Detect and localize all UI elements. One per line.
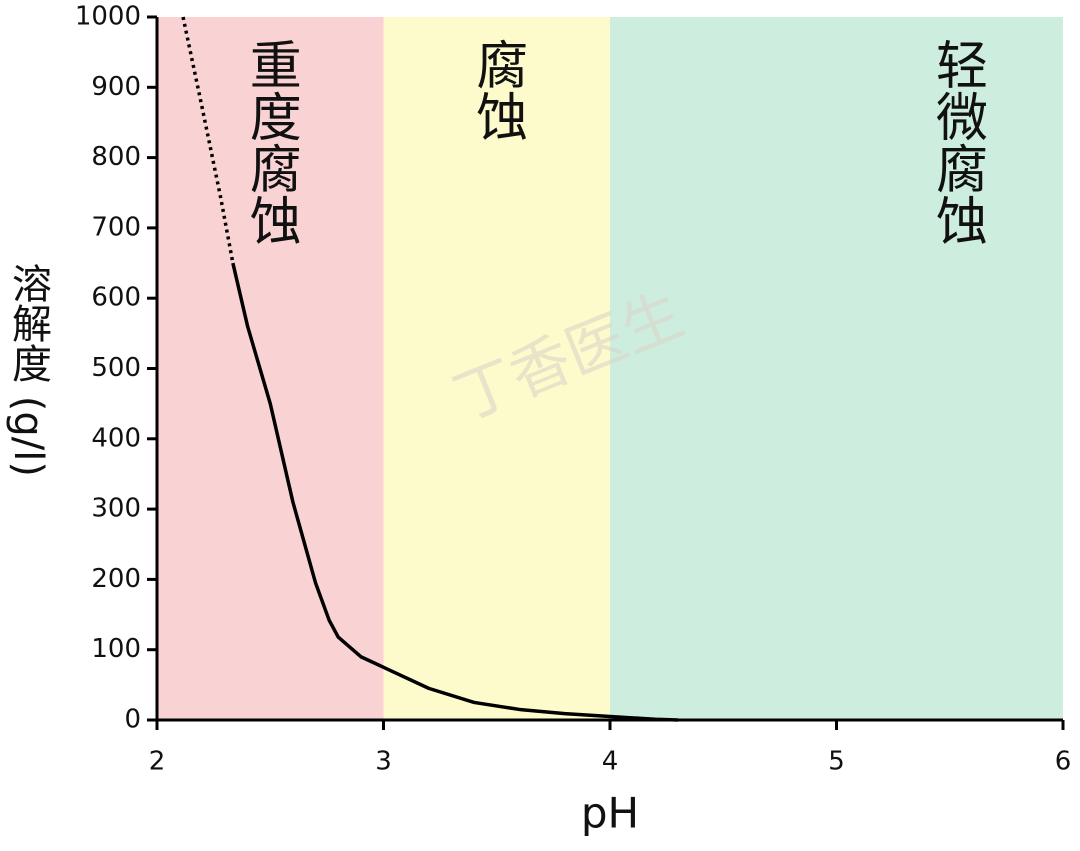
y-tick-label: 900 [91,72,141,102]
y-axis-label: 溶解度 (g/l) [5,263,51,477]
y-tick-label: 400 [91,423,141,453]
y-tick-label: 700 [91,212,141,242]
region [610,17,1063,720]
curve [181,16,235,264]
x-tick-label: 5 [828,747,845,777]
curve [231,262,679,722]
x-axis-label: pH [581,789,639,838]
y-tick-label: 300 [91,494,141,524]
y-tick-label: 500 [91,353,141,383]
x-tick-label: 4 [602,747,619,777]
y-tick-label: 200 [91,564,141,594]
y-tick-label: 1000 [75,2,141,32]
region [383,17,610,720]
x-tick-label: 3 [375,747,392,777]
region-label: 轻微腐蚀 [927,38,988,246]
x-tick-label: 6 [1055,747,1072,777]
y-tick-label: 600 [91,283,141,313]
y-tick-label: 0 [124,705,141,735]
region [157,17,384,720]
bands: 重度腐蚀 腐蚀 轻微腐蚀 [157,17,1063,720]
y-tick-label: 100 [91,634,141,664]
region-label: 重度腐蚀 [240,38,300,246]
y-tick-label: 800 [91,142,141,172]
region-label: 腐蚀 [467,38,527,142]
x-tick-label: 2 [149,747,166,777]
